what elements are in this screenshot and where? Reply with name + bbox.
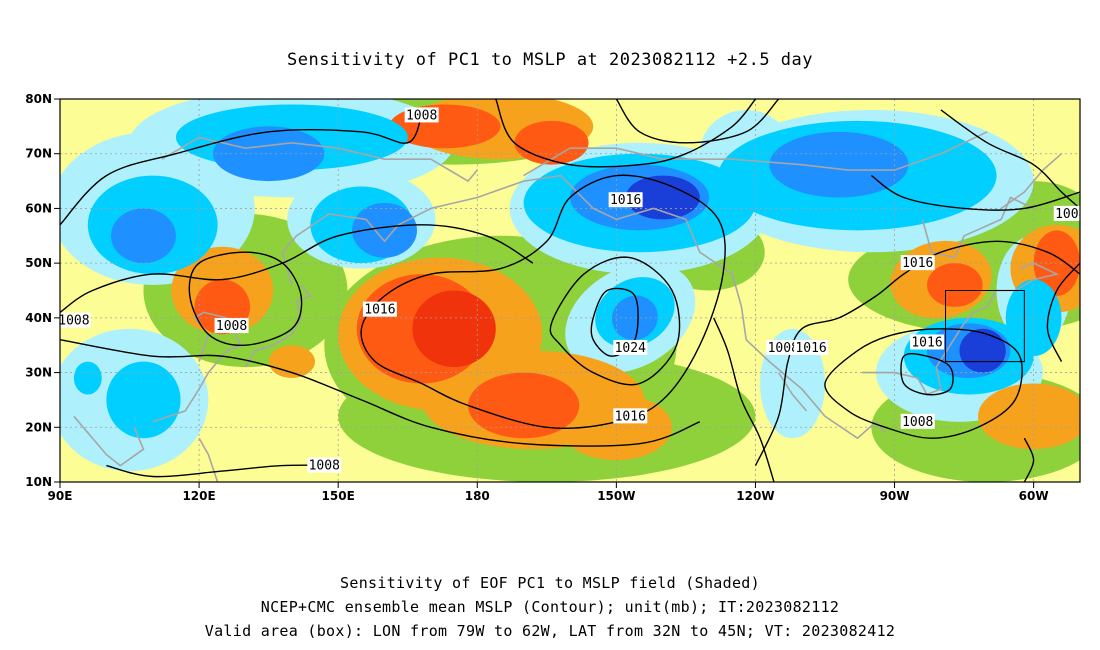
contour-label: 1016 — [902, 256, 933, 271]
isobar-line — [188, 251, 303, 347]
shading-cell — [959, 328, 1006, 373]
shading-cell — [978, 383, 1080, 450]
isobar-line — [495, 99, 757, 168]
contour-label: 1008 — [309, 459, 340, 474]
shading-cell — [106, 361, 181, 439]
caption-line-3: Valid area (box): LON from 79W to 62W, L… — [204, 622, 896, 640]
lat-tick-label: 20N — [25, 420, 52, 434]
lon-tick-label: 120W — [736, 489, 774, 503]
shading-cell — [111, 208, 176, 264]
coastline — [73, 415, 145, 467]
isobar-line — [60, 339, 701, 447]
contour-label-bg — [1053, 205, 1080, 221]
map-frame — [59, 98, 1081, 483]
contour-label-bg — [404, 107, 439, 123]
contour-label: 1008 — [216, 319, 247, 334]
coastline — [244, 284, 312, 368]
coastline — [921, 196, 1034, 259]
contour-label: 1008 — [58, 314, 89, 329]
shading-cell — [268, 345, 315, 379]
lon-tick-label: 90W — [880, 489, 910, 503]
map-title: Sensitivity of PC1 to MSLP at 2023082112… — [286, 50, 813, 70]
contour-label-bg — [307, 457, 342, 473]
contour-labels: 1008100810081016100810161024101610081016… — [58, 107, 1086, 474]
contour-label-bg — [60, 312, 91, 328]
isobar-line — [60, 115, 423, 226]
lon-tick-label: 120E — [182, 489, 215, 503]
contour-label: 1016 — [610, 193, 641, 208]
contour-label: 1008 — [902, 415, 933, 430]
sensitivity-shading — [60, 99, 1080, 482]
contour-label-bg — [766, 339, 801, 355]
isobar-line — [940, 109, 1080, 209]
lat-tick-label: 80N — [25, 92, 52, 106]
isobar-line — [549, 256, 681, 386]
coastline — [161, 136, 478, 183]
contour-label-bg — [613, 408, 648, 424]
lon-tick-label: 150E — [322, 489, 355, 503]
lat-tick-label: 30N — [25, 366, 52, 380]
contour-label-bg — [910, 334, 944, 350]
contour-label: 1016 — [911, 335, 942, 350]
contour-label: 1016 — [795, 341, 826, 356]
isobar-line — [590, 287, 639, 357]
shading-cell — [760, 328, 825, 439]
caption-line-2: NCEP+CMC ensemble mean MSLP (Contour); u… — [260, 598, 840, 616]
isobar-line — [900, 352, 954, 396]
contour-label: 1008 — [768, 341, 799, 356]
contour-label-bg — [613, 339, 648, 355]
coastline — [198, 437, 219, 482]
contour-label-bg — [900, 255, 935, 271]
isobar-line — [713, 317, 775, 482]
shading-cell — [769, 131, 909, 198]
contour-label: 1016 — [615, 409, 646, 424]
isobar-line — [1023, 437, 1035, 482]
shading-cell — [352, 202, 417, 258]
contour-label: 1008 — [406, 108, 437, 123]
lat-tick-label: 40N — [25, 311, 52, 325]
shading-cell — [468, 372, 580, 439]
lon-tick-label: 150W — [597, 489, 635, 503]
caption-line-1: Sensitivity of EOF PC1 to MSLP field (Sh… — [340, 574, 760, 592]
isobar-line — [754, 240, 1080, 466]
coastline — [862, 262, 1060, 396]
contour-label-bg — [362, 301, 397, 317]
coastline — [777, 372, 808, 412]
lat-tick-label: 70N — [25, 147, 52, 161]
contour-label-bg — [214, 318, 249, 334]
isobar-line — [824, 328, 1023, 439]
contour-label-bg — [794, 339, 829, 355]
shading-cell — [927, 263, 983, 307]
lon-tick-label: 60W — [1019, 489, 1049, 503]
coastline — [523, 131, 988, 177]
contour-label: 1016 — [364, 303, 395, 318]
lat-tick-label: 60N — [25, 201, 52, 215]
shading-cell — [612, 295, 658, 341]
contour-label-bg — [900, 413, 935, 429]
coastline — [1000, 153, 1063, 210]
isobar-line — [360, 174, 726, 429]
shading-cell — [212, 126, 325, 182]
isobar-line — [870, 175, 1080, 211]
contour-label: 1008 — [1055, 207, 1086, 222]
contour-label-bg — [608, 192, 643, 208]
shading-cell — [1005, 279, 1062, 357]
mslp-contours — [60, 99, 1080, 482]
lon-tick-label: 90E — [48, 489, 73, 503]
shading-cell — [412, 290, 496, 368]
isobar-line — [615, 99, 780, 144]
isobar-line — [1046, 262, 1080, 362]
lon-tick-label: 180 — [465, 489, 490, 503]
lat-tick-label: 50N — [25, 256, 52, 270]
lat-tick-label: 10N — [25, 475, 52, 489]
contour-label: 1024 — [615, 341, 646, 356]
map-axes: 10N 20N 30N 40N 50N 60N 70N 80N 90E 120E 150E 180 15… — [25, 92, 1048, 503]
shading-cell — [514, 120, 589, 165]
shading-cell — [73, 361, 102, 395]
valid-area-box — [945, 290, 1025, 363]
isobar-line — [106, 464, 339, 478]
